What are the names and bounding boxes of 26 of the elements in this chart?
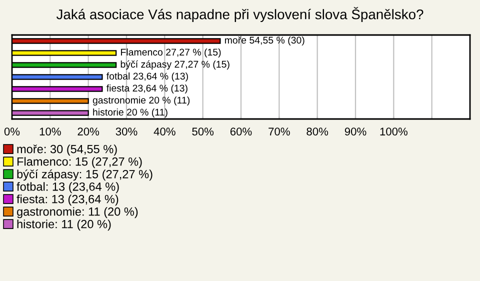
legend-label: fotbal: 13 (23,64 %) bbox=[16, 182, 119, 194]
data-label: býčí zápasy 27,27 % (15) bbox=[120, 60, 230, 70]
legend-label: býčí zápasy: 15 (27,27 %) bbox=[17, 170, 152, 181]
data-label: fotbal 23,64 % (13) bbox=[106, 72, 188, 82]
x-tick-label: 50% bbox=[192, 128, 214, 136]
legend-label: historie: 11 (20 %) bbox=[17, 220, 111, 231]
legend-label: moře: 30 (54,55 %) bbox=[17, 144, 117, 156]
data-label: fiesta 23,64 % (13) bbox=[106, 84, 188, 94]
x-tick-label: 20% bbox=[78, 128, 100, 136]
x-tick-label: 40% bbox=[154, 128, 176, 136]
data-label: moře 54,55 % (30) bbox=[225, 36, 304, 46]
chart-title: Jaká asociace Vás napadne při vyslovení slova Španělsko? bbox=[56, 7, 424, 22]
legend-label: gastronomie: 11 (20 %) bbox=[17, 207, 138, 218]
data-label: historie 20 % (11) bbox=[93, 108, 168, 118]
legend-label: fiesta: 13 (23,64 %) bbox=[16, 194, 118, 206]
data-label: gastronomie 20 % (11) bbox=[92, 96, 190, 106]
x-tick-label: 0% bbox=[4, 128, 20, 136]
x-tick-label: 100% bbox=[380, 128, 408, 136]
x-tick-label: 10% bbox=[40, 128, 61, 136]
x-tick-label: 90% bbox=[344, 128, 366, 136]
data-label: Flamenco 27,27 % (15) bbox=[121, 48, 221, 58]
x-tick-label: 70% bbox=[268, 128, 290, 136]
x-tick-label: 60% bbox=[230, 128, 252, 136]
legend-label: Flamenco: 15 (27,27 %) bbox=[17, 157, 142, 168]
x-tick-label: 30% bbox=[116, 128, 138, 136]
x-tick-label: 80% bbox=[306, 128, 328, 136]
